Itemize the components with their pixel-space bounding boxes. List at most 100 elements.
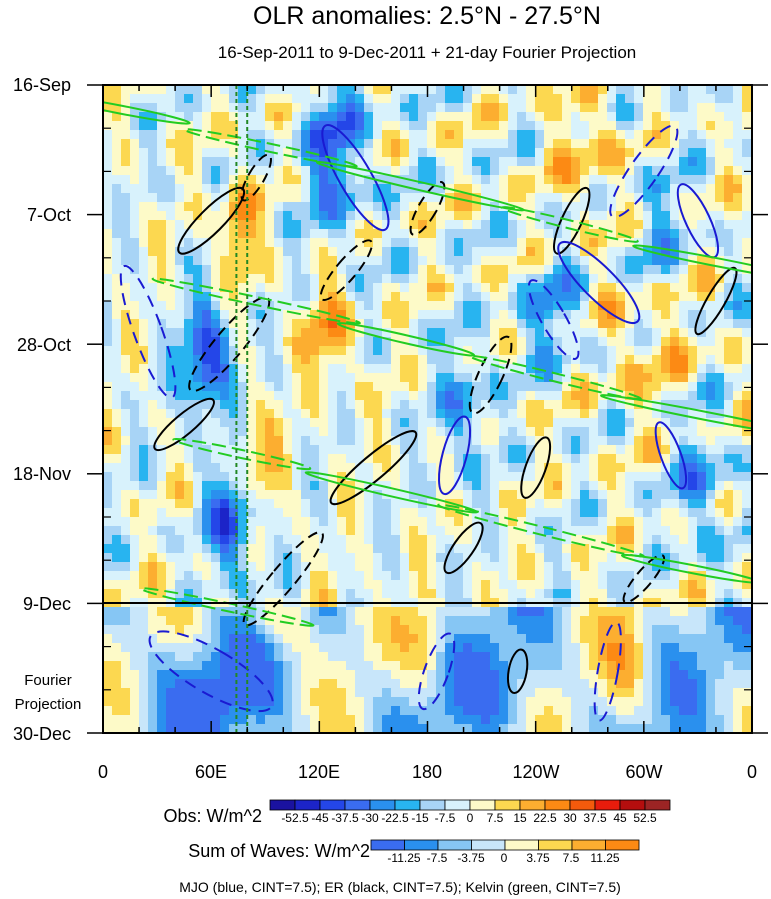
olr-cell [301,373,311,383]
olr-cell [355,85,365,95]
olr-cell [562,400,572,410]
olr-cell [535,130,545,140]
olr-cell [481,481,491,491]
olr-cell [625,328,635,338]
olr-cell [418,472,428,482]
olr-cell [391,634,401,644]
olr-cell [238,535,248,545]
olr-cell [454,247,464,257]
olr-cell [337,517,347,527]
olr-cell [571,319,581,329]
olr-cell [148,427,158,437]
olr-cell [184,652,194,662]
olr-cell [265,454,275,464]
olr-cell [346,265,356,275]
olr-cell [607,499,617,509]
olr-cell [220,121,230,131]
olr-cell [310,418,320,428]
olr-cell [103,508,113,518]
olr-cell [715,238,725,248]
olr-cell [274,472,284,482]
olr-cell [562,310,572,320]
olr-cell [544,373,554,383]
olr-cell [364,625,374,635]
olr-cell [211,409,221,419]
olr-cell [301,148,311,158]
olr-cell [742,634,752,644]
olr-cell [391,427,401,437]
olr-cell [211,328,221,338]
olr-cell [175,526,185,536]
olr-cell [481,337,491,347]
olr-cell [652,346,662,356]
olr-cell [130,652,140,662]
olr-cell [706,472,716,482]
olr-cell [355,400,365,410]
olr-cell [184,481,194,491]
olr-cell [202,418,212,428]
olr-cell [427,373,437,383]
olr-cell [661,688,671,698]
olr-cell [265,697,275,707]
olr-cell [310,652,320,662]
olr-cell [184,508,194,518]
olr-cell [202,301,212,311]
olr-cell [175,418,185,428]
olr-cell [409,400,419,410]
olr-cell [697,112,707,122]
olr-cell [715,139,725,149]
olr-cell [391,256,401,266]
olr-cell [166,391,176,401]
olr-cell [337,211,347,221]
olr-cell [715,688,725,698]
olr-cell [337,400,347,410]
olr-cell [166,643,176,653]
olr-cell [625,292,635,302]
olr-cell [184,517,194,527]
olr-cell [742,445,752,455]
olr-cell [103,643,113,653]
olr-cell [535,301,545,311]
olr-cell [427,256,437,266]
olr-cell [571,238,581,248]
olr-cell [373,373,383,383]
olr-cell [544,562,554,572]
olr-cell [184,238,194,248]
olr-cell [679,85,689,95]
olr-cell [463,463,473,473]
olr-cell [193,292,203,302]
olr-cell [535,589,545,599]
olr-cell [382,121,392,131]
olr-cell [283,679,293,689]
olr-cell [607,571,617,581]
olr-cell [508,157,518,167]
olr-cell [355,94,365,104]
olr-cell [517,193,527,203]
olr-cell [508,337,518,347]
olr-cell [418,94,428,104]
olr-cell [490,103,500,113]
olr-cell [139,211,149,221]
olr-cell [724,481,734,491]
olr-cell [616,310,626,320]
olr-cell [328,301,338,311]
olr-cell [382,103,392,113]
olr-cell [589,616,599,626]
olr-cell [337,265,347,275]
olr-cell [292,328,302,338]
olr-cell [148,580,158,590]
olr-cell [301,535,311,545]
olr-cell [220,85,230,95]
olr-cell [400,103,410,113]
olr-cell [400,301,410,311]
olr-cell [220,544,230,554]
olr-cell [130,184,140,194]
olr-cell [364,121,374,131]
olr-cell [211,616,221,626]
olr-cell [148,382,158,392]
olr-cell [337,274,347,284]
olr-cell [400,130,410,140]
olr-cell [481,535,491,545]
olr-cell [607,184,617,194]
olr-cell [139,94,149,104]
